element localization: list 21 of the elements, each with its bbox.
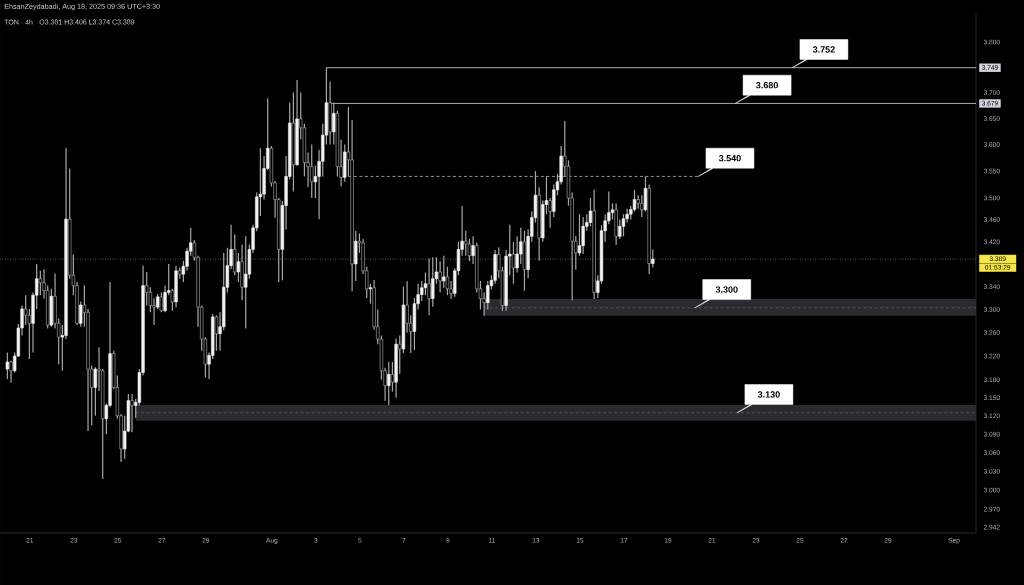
candlestick (581, 216, 585, 255)
candlestick (214, 314, 219, 352)
annotation: 3.752 (812, 46, 835, 53)
candlestick (442, 255, 446, 289)
candlestick (640, 194, 644, 218)
candlestick (390, 361, 395, 393)
annotation: 3.300 (715, 286, 738, 293)
candlestick (310, 143, 314, 199)
annotation: 3.130 (757, 391, 780, 398)
candlestick (387, 361, 391, 406)
candlestick (577, 213, 582, 257)
annotation: 3.540 (718, 154, 741, 162)
candlestick (5, 351, 9, 380)
candlestick (130, 393, 134, 433)
candlestick (438, 260, 442, 293)
candlestick (427, 257, 431, 316)
candlestick (38, 270, 43, 296)
candlestick (621, 213, 626, 237)
candlestick (464, 230, 468, 257)
candlestick (398, 334, 402, 375)
annotation: 3.680 (756, 81, 778, 89)
